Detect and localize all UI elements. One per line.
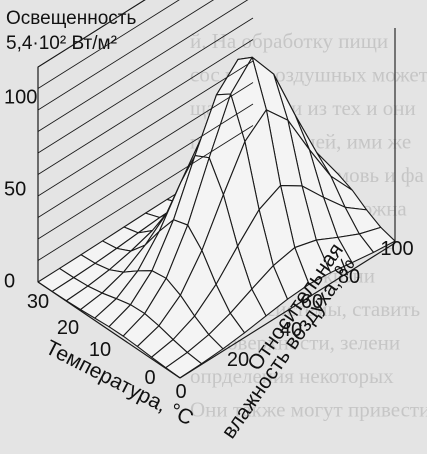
temperature-axis-ticks: 0 10 20 30 [27,291,156,389]
temperature-tick-label: 20 [57,317,79,339]
humidity-tick-label: 80 [338,266,360,288]
wall-gridline [37,0,180,89]
humidity-axis-line [179,242,396,379]
background-text-line: опрделения некоторых [190,364,394,388]
wall-gridline [37,0,215,111]
wall-gridline [37,60,254,197]
z-tick-label: 50 [4,178,26,200]
wall-gridline [37,17,254,154]
surface-plot [37,56,396,379]
temperature-tick-label: 0 [144,367,155,389]
wall-gridline [37,0,249,132]
humidity-tick-label: 20 [227,349,249,371]
humidity-tick-label: 60 [301,291,323,313]
wall-gridline [37,82,254,218]
wall-gridline [37,103,254,240]
humidity-tick-label: 40 [280,319,302,341]
background-text-line: й. На обработку пищи [190,29,388,53]
humidity-tick-label: 0 [175,381,186,403]
wall-gridline [37,125,254,261]
z-tick-label: 0 [4,270,15,292]
background-text-line: Они также могут привести [190,398,427,422]
humidity-tick-label: 100 [380,238,413,260]
temperature-axis-line [37,281,181,379]
temperature-tick-label: 30 [27,291,49,313]
z-axis-ticks: 0 50 100 [4,86,37,292]
chart-title-line2: 5,4·10² Вт/м² [6,33,117,54]
humidity-axis-ticks: 0 20 40 60 80 100 [175,238,413,403]
wall-gridline [37,39,254,175]
wall-gridline [37,0,146,68]
chart-title-line1: Освещенность [6,8,136,29]
chart-frame [37,0,396,379]
z-tick-label: 100 [4,86,37,108]
temperature-tick-label: 10 [89,339,111,361]
